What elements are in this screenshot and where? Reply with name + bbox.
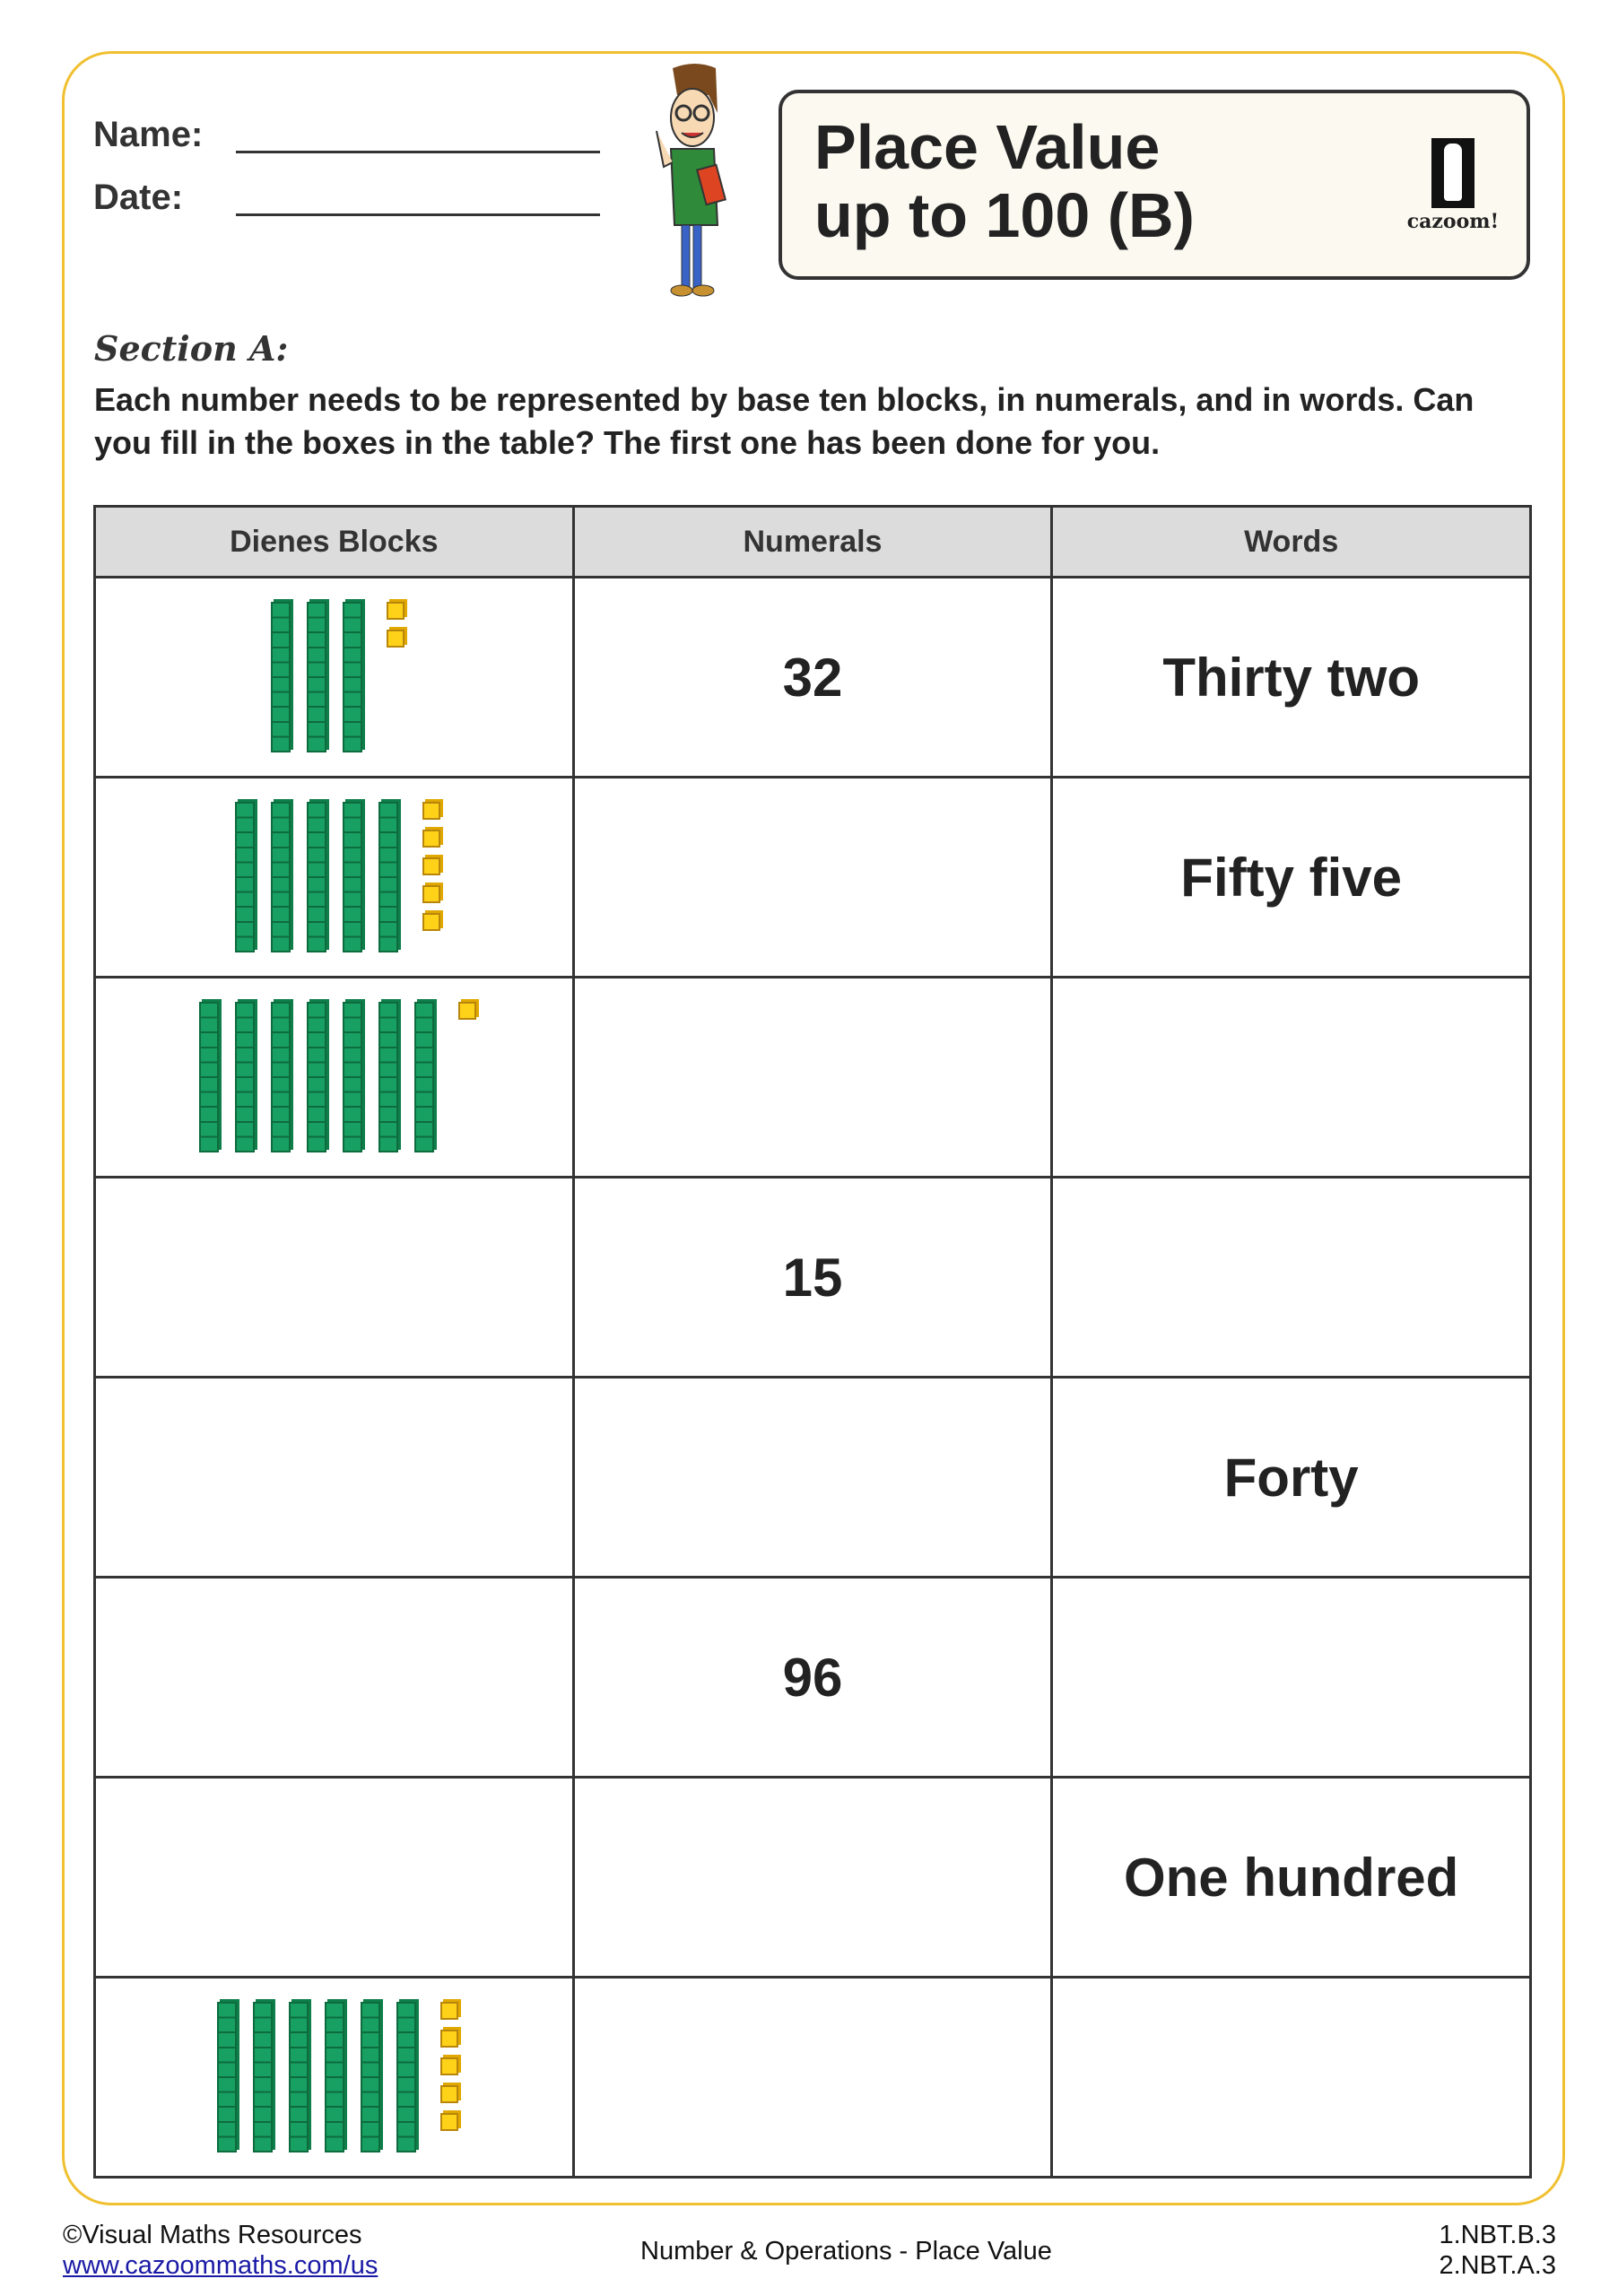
title-box: Place Value up to 100 (B) cazoom! (779, 90, 1530, 280)
table-row (93, 976, 1532, 1178)
one-cube (440, 2030, 459, 2048)
title-line-1: Place Value (814, 112, 1161, 182)
numeral-cell[interactable] (571, 776, 1054, 978)
ten-rod (271, 1002, 291, 1152)
date-field[interactable] (236, 213, 600, 216)
cazoom-logo: cazoom! (1399, 138, 1507, 233)
logo-text: cazoom! (1406, 210, 1500, 233)
ten-rod (217, 2002, 238, 2152)
numeral-cell: 15 (571, 1176, 1054, 1378)
ten-rod (307, 802, 327, 952)
worksheet-title: Place Value up to 100 (B) (814, 113, 1195, 249)
numeral-cell[interactable] (571, 976, 1054, 1178)
ones-group (387, 602, 405, 657)
base-ten-blocks (97, 2002, 571, 2152)
title-line-2: up to 100 (B) (814, 180, 1195, 250)
dienes-blocks-cell[interactable] (93, 1576, 575, 1779)
numeral-cell: 32 (571, 576, 1054, 778)
one-cube (422, 913, 441, 931)
table-row: Forty (93, 1376, 1532, 1578)
dienes-blocks-cell[interactable] (93, 1376, 575, 1578)
words-cell[interactable] (1050, 1176, 1532, 1378)
ten-rod (235, 1002, 256, 1152)
table-row: 96 (93, 1576, 1532, 1779)
table-row (93, 1976, 1532, 2179)
ten-rod (343, 1002, 363, 1152)
ten-rod (307, 1002, 327, 1152)
one-cube (422, 802, 441, 820)
topic-text: Number & Operations - Place Value (640, 2237, 1052, 2266)
words-cell[interactable] (1050, 1976, 1532, 2179)
base-ten-blocks (97, 602, 571, 752)
column-header-dienes: Dienes Blocks (93, 505, 575, 578)
ten-rod (378, 802, 399, 952)
one-cube (422, 885, 441, 903)
ten-rod (396, 2002, 417, 2152)
one-cube (440, 2085, 459, 2103)
teacher-mascot-illustration (656, 64, 727, 297)
numeral-cell[interactable] (571, 1376, 1054, 1578)
one-cube (440, 2002, 459, 2020)
ten-rod (325, 2002, 345, 2152)
numeral-cell[interactable] (571, 1776, 1054, 1979)
ten-rod (253, 2002, 274, 2152)
ten-rod (307, 602, 327, 752)
ten-rod (271, 602, 291, 752)
one-cube (387, 602, 405, 620)
column-header-words: Words (1050, 505, 1532, 578)
standard-1: 1.NBT.B.3 (1439, 2221, 1556, 2249)
ten-rod (235, 802, 256, 952)
cup-icon (1431, 138, 1474, 208)
words-cell[interactable] (1050, 1576, 1532, 1779)
one-cube (422, 857, 441, 875)
date-label: Date: (93, 178, 184, 217)
table-row: One hundred (93, 1776, 1532, 1979)
numeral-cell: 96 (571, 1576, 1054, 1779)
one-cube (440, 2057, 459, 2075)
ones-group (440, 2002, 459, 2141)
base-ten-blocks (97, 802, 571, 952)
table-row: 15 (93, 1176, 1532, 1378)
ten-rod (289, 2002, 309, 2152)
one-cube (387, 630, 405, 648)
dienes-blocks-cell (93, 776, 575, 978)
ten-rod (199, 1002, 220, 1152)
name-field[interactable] (236, 151, 600, 153)
dienes-blocks-cell[interactable] (93, 1176, 575, 1378)
ten-rod (271, 802, 291, 952)
place-value-table: Dienes Blocks Numerals Words 32 Thirty tw… (93, 505, 1532, 2179)
words-cell: Thirty two (1050, 576, 1532, 778)
one-cube (440, 2113, 459, 2131)
instructions: Each number needs to be represented by b… (94, 381, 1474, 461)
page-border (62, 51, 1565, 2205)
ten-rod (361, 2002, 381, 2152)
section-heading: Section A: (94, 328, 289, 369)
ten-rod (343, 802, 363, 952)
table-header-row: Dienes Blocks Numerals Words (93, 505, 1532, 578)
name-label: Name: (93, 115, 204, 154)
ten-rod (414, 1002, 435, 1152)
one-cube (422, 830, 441, 848)
ten-rod (343, 602, 363, 752)
numeral-cell[interactable] (571, 1976, 1054, 2179)
base-ten-blocks (97, 1002, 571, 1152)
dienes-blocks-cell[interactable] (93, 1776, 575, 1979)
table-row: 32 Thirty two (93, 576, 1532, 778)
website-link[interactable]: www.cazoommaths.com/us (63, 2251, 378, 2280)
ten-rod (378, 1002, 399, 1152)
words-cell: Forty (1050, 1376, 1532, 1578)
table-row: Fifty five (93, 776, 1532, 978)
dienes-blocks-cell (93, 1976, 575, 2179)
words-cell[interactable] (1050, 976, 1532, 1178)
copyright-text: ©Visual Maths Resources (63, 2221, 362, 2249)
words-cell: Fifty five (1050, 776, 1532, 978)
ones-group (458, 1002, 477, 1030)
ones-group (422, 802, 441, 941)
column-header-numerals: Numerals (571, 505, 1054, 578)
words-cell: One hundred (1050, 1776, 1532, 1979)
dienes-blocks-cell (93, 976, 575, 1178)
dienes-blocks-cell (93, 576, 575, 778)
one-cube (458, 1002, 477, 1020)
standard-2: 2.NBT.A.3 (1439, 2251, 1556, 2280)
